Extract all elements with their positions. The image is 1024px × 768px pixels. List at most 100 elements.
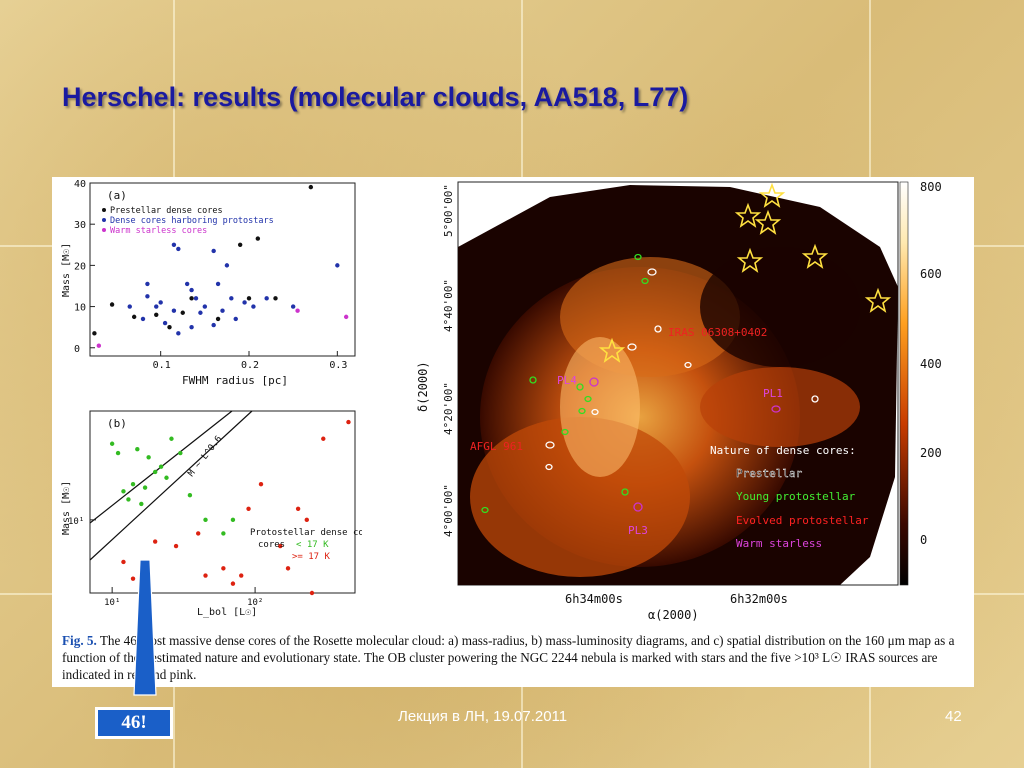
data-point	[246, 296, 252, 301]
data-point	[171, 308, 177, 313]
data-point	[189, 324, 194, 330]
legend-label: Warm starless cores	[110, 226, 207, 236]
map-legend-title: Nature of dense cores:	[710, 444, 856, 457]
data-point	[285, 566, 291, 571]
data-point	[295, 506, 301, 511]
data-point	[203, 517, 208, 523]
dec-tick: 5°00'00"	[442, 184, 455, 237]
plot-a-frame	[89, 182, 356, 357]
data-point	[220, 308, 225, 313]
y-tick-label: 30	[74, 220, 86, 231]
map-legend-prestellar: Prestellar	[736, 467, 803, 480]
data-point	[142, 485, 148, 490]
data-point	[180, 310, 185, 315]
mass-luminosity-chart: (b) M ~ L^0.6 10¹10²10³10¹ Protostellar …	[61, 410, 362, 618]
data-point	[145, 294, 150, 299]
chart-b-legend-title: Protostellar dense cores	[250, 528, 362, 538]
star-marker	[734, 202, 762, 228]
label-afgl: AFGL 961	[470, 440, 523, 453]
data-point	[251, 304, 256, 309]
colorbar	[899, 181, 909, 586]
data-point	[167, 324, 172, 330]
figure-caption: Fig. 5. The 46 most massive dense cores …	[62, 632, 962, 683]
arrow-pointer	[133, 559, 157, 696]
colorbar-tick: 800	[920, 180, 942, 194]
y-tick-label: 40	[74, 179, 86, 190]
data-point	[246, 506, 251, 511]
data-point	[237, 242, 243, 247]
panel-a-label: (a)	[107, 189, 127, 202]
legend-marker	[102, 218, 106, 222]
data-point	[215, 316, 221, 322]
label-iras: IRAS 06308+0402	[668, 326, 767, 339]
chart-a-xlabel: FWHM radius [pc]	[182, 374, 288, 387]
dec-tick: 4°40'00"	[442, 279, 455, 332]
data-point	[176, 331, 181, 336]
chart-b-xlabel: L_bol [L☉]	[197, 607, 257, 618]
data-point	[121, 489, 126, 494]
data-point	[158, 300, 163, 305]
data-point	[211, 322, 216, 328]
data-point	[130, 576, 136, 581]
data-point	[127, 304, 132, 309]
data-point	[121, 559, 126, 565]
data-point	[189, 287, 194, 293]
star-marker	[754, 209, 782, 235]
data-point	[198, 310, 203, 315]
data-point	[304, 517, 309, 523]
data-point	[202, 304, 208, 309]
chart-b-legend-cold: < 17 K	[296, 540, 329, 550]
data-point	[273, 296, 278, 301]
y-tick-label: 10¹	[68, 517, 84, 527]
map-legend-young: Young protostellar	[736, 490, 856, 503]
map-legend-evolved: Evolved protostellar	[736, 514, 869, 527]
dec-tick: 4°00'00"	[442, 484, 455, 537]
data-point	[258, 481, 264, 487]
star-marker	[758, 182, 786, 208]
data-point	[321, 436, 326, 441]
data-point	[140, 316, 146, 322]
label-pl4: PL4	[557, 374, 577, 387]
data-point	[335, 263, 340, 268]
x-tick-label: 0.2	[241, 360, 259, 371]
data-point	[96, 343, 102, 348]
data-point	[139, 501, 144, 507]
colorbar-tick: 600	[920, 267, 942, 281]
ra-tick: 6h32m00s	[730, 592, 788, 606]
data-point	[184, 281, 190, 287]
data-point	[169, 436, 174, 441]
data-point	[229, 296, 234, 301]
label-pl3: PL3	[628, 524, 648, 537]
data-point	[152, 469, 158, 475]
panel-b-label: (b)	[107, 417, 127, 430]
data-point	[164, 475, 169, 480]
star-marker	[598, 337, 626, 363]
y-tick-label: 20	[74, 261, 86, 272]
data-point	[346, 419, 351, 425]
data-point	[193, 296, 199, 301]
data-point	[109, 441, 115, 446]
data-point	[173, 543, 179, 549]
data-point	[290, 304, 296, 309]
colorbar-tick: 0	[920, 533, 927, 547]
x-tick-label: 10¹	[104, 598, 120, 608]
rosette-map: (c) IRAS 06308+0402 PL4 PL1 AFGL 961 PL3	[416, 180, 942, 622]
ra-tick: 6h34m00s	[565, 592, 623, 606]
map-legend-warm: Warm starless	[736, 537, 822, 550]
chart-a-ylabel: Mass [M☉]	[61, 243, 72, 297]
plot-b-frame	[89, 410, 356, 594]
data-point	[158, 464, 164, 469]
relation-line-lower	[89, 410, 253, 561]
x-tick-label: 0.3	[329, 360, 347, 371]
data-point	[154, 312, 159, 318]
data-point	[152, 539, 158, 544]
data-point	[230, 581, 236, 586]
star-marker	[736, 247, 764, 273]
caption-text: The 46 most massive dense cores of the R…	[62, 633, 955, 682]
data-point	[308, 184, 314, 190]
data-point	[224, 263, 230, 268]
data-point	[187, 493, 193, 498]
x-tick-label: 0.1	[153, 360, 171, 371]
